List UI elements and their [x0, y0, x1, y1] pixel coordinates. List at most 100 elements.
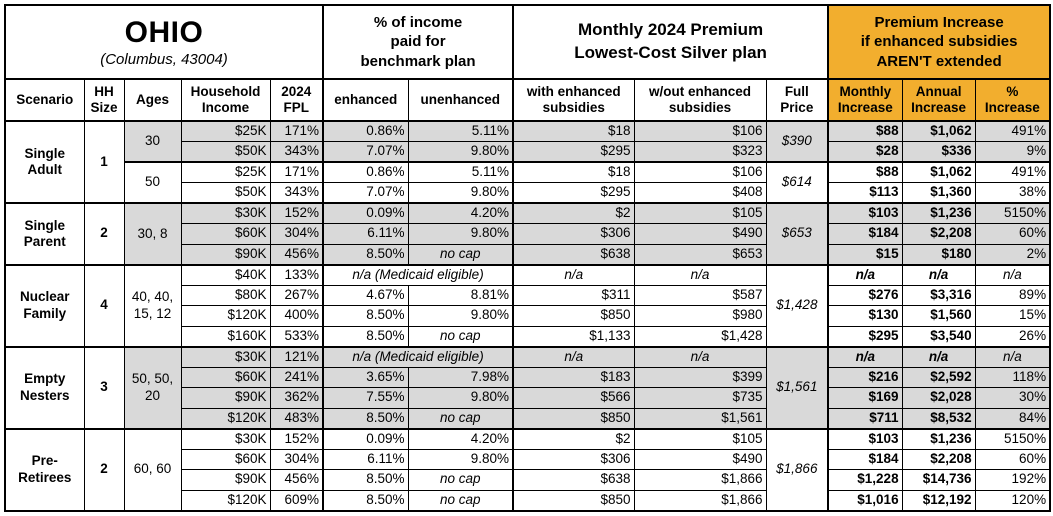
table-header: OHIO (Columbus, 43004) % of income paid …	[4, 4, 1051, 122]
cell-with-subsidies: $183	[512, 366, 635, 388]
state-title: OHIO	[124, 16, 204, 49]
cell-scenario: Nuclear Family	[4, 263, 85, 347]
cell-annual-increase: $1,360	[901, 182, 976, 204]
cell-with-subsidies: $18	[512, 161, 635, 183]
cell-household-income: $60K	[180, 366, 271, 388]
cell-monthly-increase: $169	[827, 387, 903, 409]
col-monthly-increase: Monthly Increase	[827, 78, 903, 122]
cell-pct-increase: 5150%	[974, 202, 1051, 224]
cell-without-subsidies: $323	[633, 141, 767, 163]
cell-full-price: $1,866	[765, 427, 829, 511]
cell-unenhanced-pct: 8.81%	[407, 284, 514, 306]
cell-scenario: Single Parent	[4, 202, 85, 265]
cell-monthly-increase: $216	[827, 366, 903, 388]
cell-with-subsidies: $850	[512, 305, 635, 327]
cell-pct-increase: 2%	[974, 243, 1051, 265]
cell-monthly-increase: $15	[827, 243, 903, 265]
cell-with-subsidies: $18	[512, 120, 635, 142]
cell-with-subsidies: $295	[512, 182, 635, 204]
cell-monthly-increase: n/a	[827, 345, 903, 368]
cell-monthly-increase: $113	[827, 182, 903, 204]
cell-enhanced-pct: 7.55%	[322, 387, 409, 409]
header-percent-income: % of income paid for benchmark plan	[322, 4, 514, 80]
cell-without-subsidies: n/a	[633, 263, 767, 286]
cell-fpl: 304%	[269, 223, 324, 245]
cell-annual-increase: $2,208	[901, 448, 976, 470]
table-row: $120K 609% 8.50% no cap $850 $1,866 $1,016 $12,…	[5, 489, 1051, 511]
cell-household-income: $25K	[180, 120, 271, 142]
cell-monthly-increase: $103	[827, 202, 903, 224]
cell-enhanced-pct: 8.50%	[322, 489, 409, 511]
cell-pct-increase: 26%	[974, 325, 1051, 347]
cell-ages: 50, 50, 20	[123, 345, 182, 429]
cell-with-subsidies: $2	[512, 427, 635, 450]
table-row: Empty Nesters 3 50, 50, 20 $30K 121% n/a (Med…	[4, 345, 1051, 429]
cell-fpl: 121%	[269, 345, 324, 368]
cell-full-price: $614	[765, 161, 829, 204]
cell-fpl: 343%	[269, 182, 324, 204]
cell-full-price: $1,561	[765, 345, 829, 429]
col-pct-increase: % Increase	[974, 78, 1051, 122]
cell-enhanced-pct: 7.07%	[322, 182, 409, 204]
cell-with-subsidies: $638	[512, 243, 635, 265]
header-increase: Premium Increase if enhanced subsidies A…	[827, 4, 1051, 80]
cell-fpl: 241%	[269, 366, 324, 388]
cell-monthly-increase: $88	[827, 161, 903, 183]
cell-fpl: 533%	[269, 325, 324, 347]
cell-household-income: $90K	[180, 469, 271, 491]
cell-monthly-increase: $1,228	[827, 469, 903, 491]
header-premium: Monthly 2024 Premium Lowest-Cost Silver …	[512, 4, 829, 80]
table-row: Single Adult 1 30 $25K 171% 0.86% 5.11% $18 $106…	[4, 120, 1051, 204]
cell-without-subsidies: $105	[633, 427, 767, 450]
cell-household-income: $120K	[180, 407, 271, 429]
col-household-income: Household Income	[180, 78, 271, 122]
cell-without-subsidies: $408	[633, 182, 767, 204]
cell-fpl: 133%	[269, 263, 324, 286]
cell-pct-increase: 491%	[974, 161, 1051, 183]
cell-monthly-increase: $711	[827, 407, 903, 429]
col-enhanced: enhanced	[322, 78, 409, 122]
cell-household-income: $30K	[180, 427, 271, 450]
cell-monthly-increase: $130	[827, 305, 903, 327]
cell-scenario: Pre-Retirees	[4, 427, 85, 511]
cell-without-subsidies: $1,561	[633, 407, 767, 429]
cell-with-subsidies: $311	[512, 284, 635, 306]
cell-fpl: 267%	[269, 284, 324, 306]
cell-unenhanced-pct: 9.80%	[407, 448, 514, 470]
cell-pct-increase: 118%	[974, 366, 1051, 388]
cell-ages: 30, 8	[123, 202, 182, 265]
cell-enhanced-pct: 0.86%	[322, 120, 409, 142]
cell-enhanced-pct: 8.50%	[322, 407, 409, 429]
cell-with-subsidies: $2	[512, 202, 635, 224]
table-row: $120K 483% 8.50% no cap $850 $1,561 $711 $8,532…	[5, 407, 1051, 429]
col-with-enhanced-subsidies: with enhanced subsidies	[512, 78, 635, 122]
cell-monthly-increase: $295	[827, 325, 903, 347]
table-row: Single Parent 2 30, 8 $30K 152% 0.09% 4.20% $2 $…	[4, 202, 1051, 265]
col-without-enhanced-subsidies: w/out enhanced subsidies	[633, 78, 767, 122]
cell-household-income: $160K	[180, 325, 271, 347]
cell-without-subsidies: $980	[633, 305, 767, 327]
cell-unenhanced-pct: no cap	[407, 489, 514, 511]
cell-fpl: 152%	[269, 427, 324, 450]
cell-hh-size: 3	[83, 345, 125, 429]
cell-ages: 60, 60	[123, 427, 182, 511]
table-row: Pre-Retirees 2 60, 60 $30K 152% 0.09% 4.20% $2 $…	[4, 427, 1051, 511]
cell-with-subsidies: $638	[512, 469, 635, 491]
cell-annual-increase: $1,062	[901, 120, 976, 142]
cell-annual-increase: $2,028	[901, 387, 976, 409]
cell-annual-increase: $1,236	[901, 427, 976, 450]
cell-full-price: $653	[765, 202, 829, 265]
cell-pct-increase: n/a	[974, 263, 1051, 286]
table-row: 50 $25K 171% 0.86% 5.11% $18 $106 $614 $88 $1,062…	[5, 161, 1051, 204]
cell-annual-increase: $1,062	[901, 161, 976, 183]
cell-unenhanced-pct: no cap	[407, 469, 514, 491]
cell-unenhanced-pct: 5.11%	[407, 120, 514, 142]
cell-enhanced-pct: 0.09%	[322, 427, 409, 450]
col-unenhanced: unenhanced	[407, 78, 514, 122]
cell-household-income: $40K	[180, 263, 271, 286]
cell-enhanced-pct: 6.11%	[322, 448, 409, 470]
cell-fpl: 304%	[269, 448, 324, 470]
cell-pct-increase: 38%	[974, 182, 1051, 204]
cell-pct-increase: 30%	[974, 387, 1051, 409]
cell-enhanced-pct: 7.07%	[322, 141, 409, 163]
